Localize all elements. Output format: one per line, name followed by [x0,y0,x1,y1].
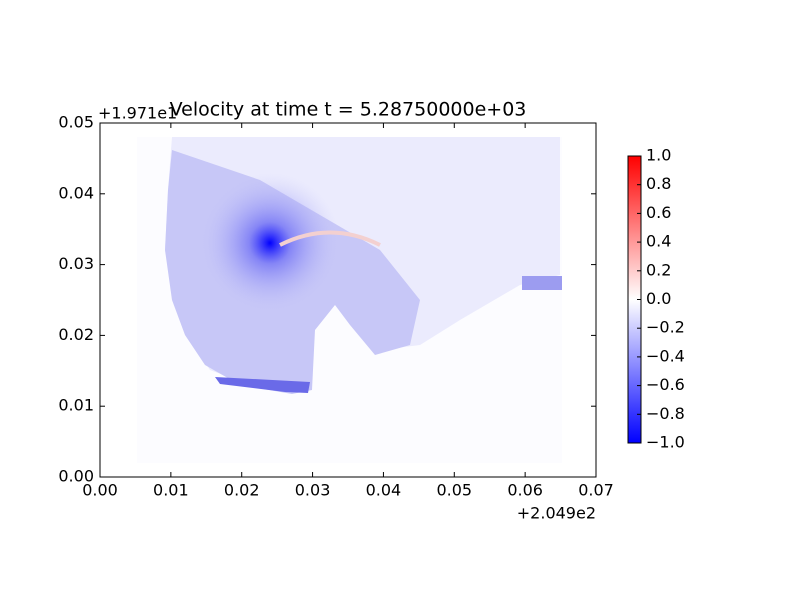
y-offset-label: +1.971e1 [98,104,177,123]
plot-frame [99,122,597,478]
x-tick-label: 0.03 [295,481,331,500]
colorbar-tick-label: −0.8 [646,404,685,423]
colorbar-tick-label: 0.8 [646,174,671,193]
chart-title: Velocity at time t = 5.28750000e+03 [170,99,527,121]
colorbar-tick-label: 1.0 [646,146,671,165]
x-tick-label: 0.02 [224,481,260,500]
colorbar-tick-label: 0.4 [646,232,671,251]
colorbar-tick-label: 0.2 [646,260,671,279]
colorbar-tick-label: 0.0 [646,289,671,308]
x-offset-label: +2.049e2 [517,504,596,523]
colorbar-tick-label: −1.0 [646,433,685,452]
y-tick-label: 0.00 [58,467,94,486]
x-tick-label: 0.04 [366,481,402,500]
y-tick-label: 0.01 [58,396,94,415]
colorbar-tick-label: −0.2 [646,318,685,337]
x-tick-label: 0.06 [507,481,543,500]
colorbar-tick-label: −0.4 [646,346,685,365]
x-tick-label: 0.07 [578,481,614,500]
y-tick-label: 0.03 [58,254,94,273]
y-tick-label: 0.02 [58,325,94,344]
y-tick-label: 0.05 [58,113,94,132]
velocity-field [137,137,562,463]
x-tick-label: 0.01 [153,481,189,500]
x-tick-label: 0.00 [82,481,118,500]
x-tick-label: 0.05 [436,481,472,500]
colorbar-tick-label: −0.6 [646,375,685,394]
colorbar-tick-label: 0.6 [646,203,671,222]
y-tick-label: 0.04 [58,183,94,202]
